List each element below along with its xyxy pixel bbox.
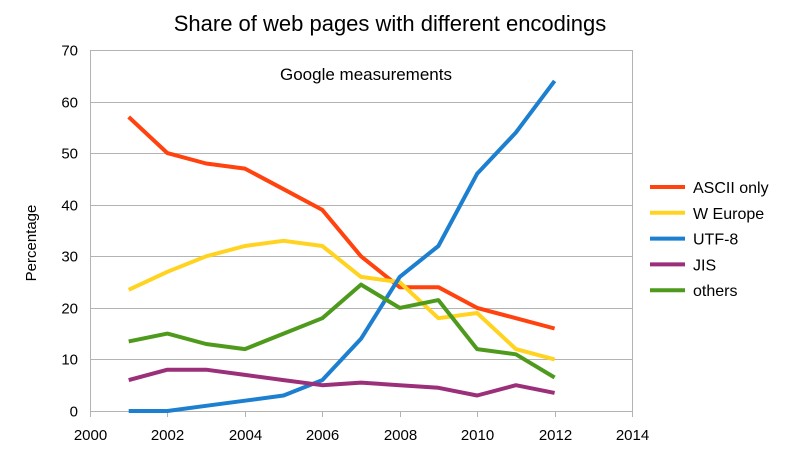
y-tick-label: 10 [61,352,78,369]
y-tick-label: 0 [70,404,78,421]
grid-layer [90,50,632,412]
legend-label: UTF-8 [693,232,738,249]
legend-label: W Europe [693,206,764,223]
x-tick-label: 2008 [384,427,417,444]
y-tick-label: 50 [61,146,78,163]
series-line-ascii-only [127,115,556,331]
chart-annotation: Google measurements [280,65,452,84]
axis-layer: 0 10 20 30 40 50 60 70 2000 2002 2004 2006 2008 2010 2… [61,43,649,445]
x-tick-label: 2014 [616,427,649,444]
legend-label: ASCII only [693,180,769,197]
x-tick-label: 2004 [229,427,262,444]
x-tick-label: 2012 [539,427,572,444]
series-line-w-europe [127,238,556,362]
y-tick-label: 60 [61,95,78,112]
y-axis-label: Percentage [23,205,40,282]
y-tick-label: 40 [61,198,78,215]
y-tick-label: 20 [61,301,78,318]
legend-label: others [693,283,737,300]
series-line-jis [128,367,555,398]
series-line-others [128,282,556,380]
series-line-utf-8 [128,79,557,413]
series-layer [127,79,557,413]
y-tick-label: 30 [61,249,78,266]
x-tick-label: 2002 [151,427,184,444]
x-tick-label: 2006 [306,427,339,444]
x-tick-label: 2000 [74,427,107,444]
legend-label: JIS [693,257,716,274]
legend: ASCII only W Europe UTF-8 JIS others [650,180,769,300]
chart-title: Share of web pages with different encodi… [174,11,607,36]
y-tick-label: 70 [61,43,78,60]
x-tick-label: 2010 [461,427,494,444]
